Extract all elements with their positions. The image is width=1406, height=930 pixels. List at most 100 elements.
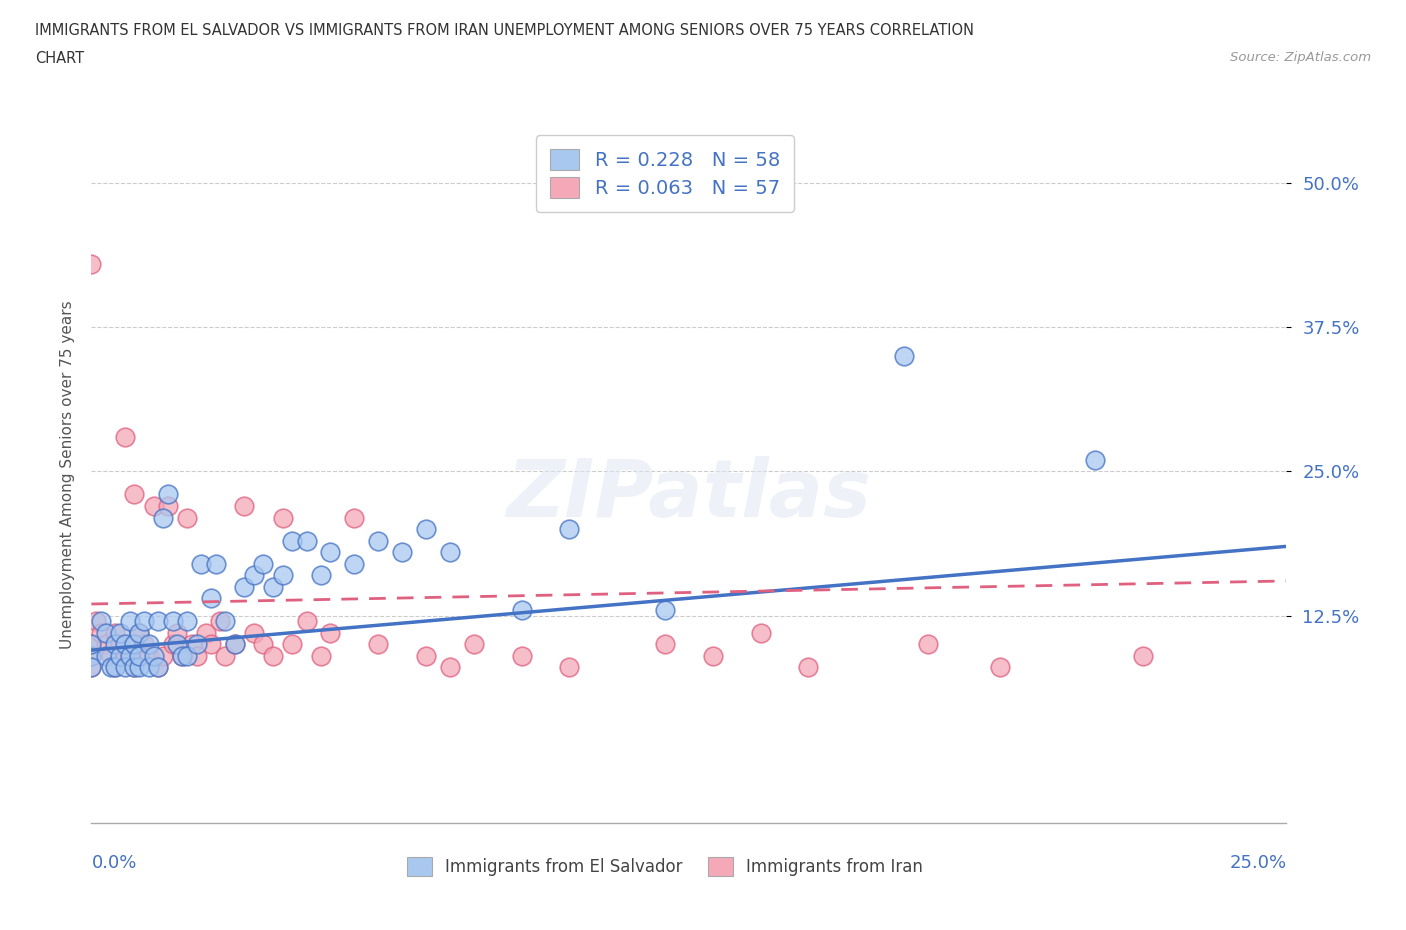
Point — [510, 648, 533, 663]
Point — [176, 648, 198, 663]
Point — [309, 648, 332, 663]
Point — [114, 660, 136, 675]
Point — [124, 660, 146, 675]
Point — [558, 660, 581, 675]
Point — [343, 510, 366, 525]
Point — [654, 603, 676, 618]
Point — [262, 648, 284, 663]
Point — [214, 648, 236, 663]
Point — [80, 637, 103, 652]
Point — [510, 603, 533, 618]
Point — [988, 660, 1011, 675]
Point — [309, 567, 332, 582]
Point — [138, 648, 160, 663]
Point — [124, 487, 146, 502]
Point — [80, 660, 103, 675]
Point — [114, 637, 136, 652]
Point — [142, 498, 165, 513]
Point — [80, 660, 103, 675]
Point — [180, 637, 202, 652]
Point — [128, 625, 150, 640]
Point — [166, 625, 188, 640]
Point — [128, 648, 150, 663]
Point — [100, 648, 122, 663]
Point — [214, 614, 236, 629]
Point — [702, 648, 724, 663]
Point — [367, 637, 389, 652]
Point — [391, 545, 413, 560]
Point — [224, 637, 246, 652]
Point — [80, 648, 103, 663]
Point — [439, 660, 461, 675]
Y-axis label: Unemployment Among Seniors over 75 years: Unemployment Among Seniors over 75 years — [59, 300, 75, 648]
Point — [204, 556, 226, 571]
Point — [190, 556, 212, 571]
Point — [94, 637, 117, 652]
Point — [162, 637, 184, 652]
Point — [128, 660, 150, 675]
Point — [80, 257, 103, 272]
Point — [186, 648, 208, 663]
Point — [654, 637, 676, 652]
Point — [233, 498, 256, 513]
Point — [94, 625, 117, 640]
Point — [343, 556, 366, 571]
Text: ZIPatlas: ZIPatlas — [506, 457, 872, 534]
Point — [176, 614, 198, 629]
Point — [224, 637, 246, 652]
Point — [118, 648, 141, 663]
Text: 0.0%: 0.0% — [91, 854, 136, 872]
Point — [893, 349, 915, 364]
Point — [558, 522, 581, 537]
Text: 25.0%: 25.0% — [1229, 854, 1286, 872]
Point — [152, 510, 174, 525]
Point — [415, 648, 437, 663]
Point — [295, 614, 318, 629]
Point — [209, 614, 232, 629]
Point — [148, 660, 170, 675]
Point — [90, 614, 112, 629]
Point — [104, 660, 127, 675]
Point — [1084, 453, 1107, 468]
Point — [118, 614, 141, 629]
Point — [176, 510, 198, 525]
Point — [114, 648, 136, 663]
Point — [80, 648, 103, 663]
Point — [243, 625, 266, 640]
Point — [100, 660, 122, 675]
Text: CHART: CHART — [35, 51, 84, 66]
Point — [138, 660, 160, 675]
Point — [108, 625, 131, 640]
Point — [243, 567, 266, 582]
Point — [917, 637, 939, 652]
Point — [200, 637, 222, 652]
Point — [439, 545, 461, 560]
Point — [142, 648, 165, 663]
Point — [128, 625, 150, 640]
Point — [200, 591, 222, 605]
Point — [124, 637, 146, 652]
Point — [104, 660, 127, 675]
Point — [166, 637, 188, 652]
Point — [319, 545, 342, 560]
Point — [749, 625, 772, 640]
Point — [124, 660, 146, 675]
Point — [90, 625, 112, 640]
Point — [1132, 648, 1154, 663]
Point — [108, 648, 131, 663]
Point — [104, 625, 127, 640]
Point — [108, 637, 131, 652]
Point — [148, 614, 170, 629]
Point — [114, 430, 136, 445]
Point — [138, 637, 160, 652]
Point — [195, 625, 218, 640]
Point — [319, 625, 342, 640]
Point — [156, 498, 179, 513]
Point — [172, 648, 194, 663]
Point — [271, 567, 294, 582]
Point — [252, 556, 274, 571]
Point — [118, 648, 141, 663]
Point — [252, 637, 274, 652]
Point — [281, 637, 304, 652]
Point — [132, 614, 155, 629]
